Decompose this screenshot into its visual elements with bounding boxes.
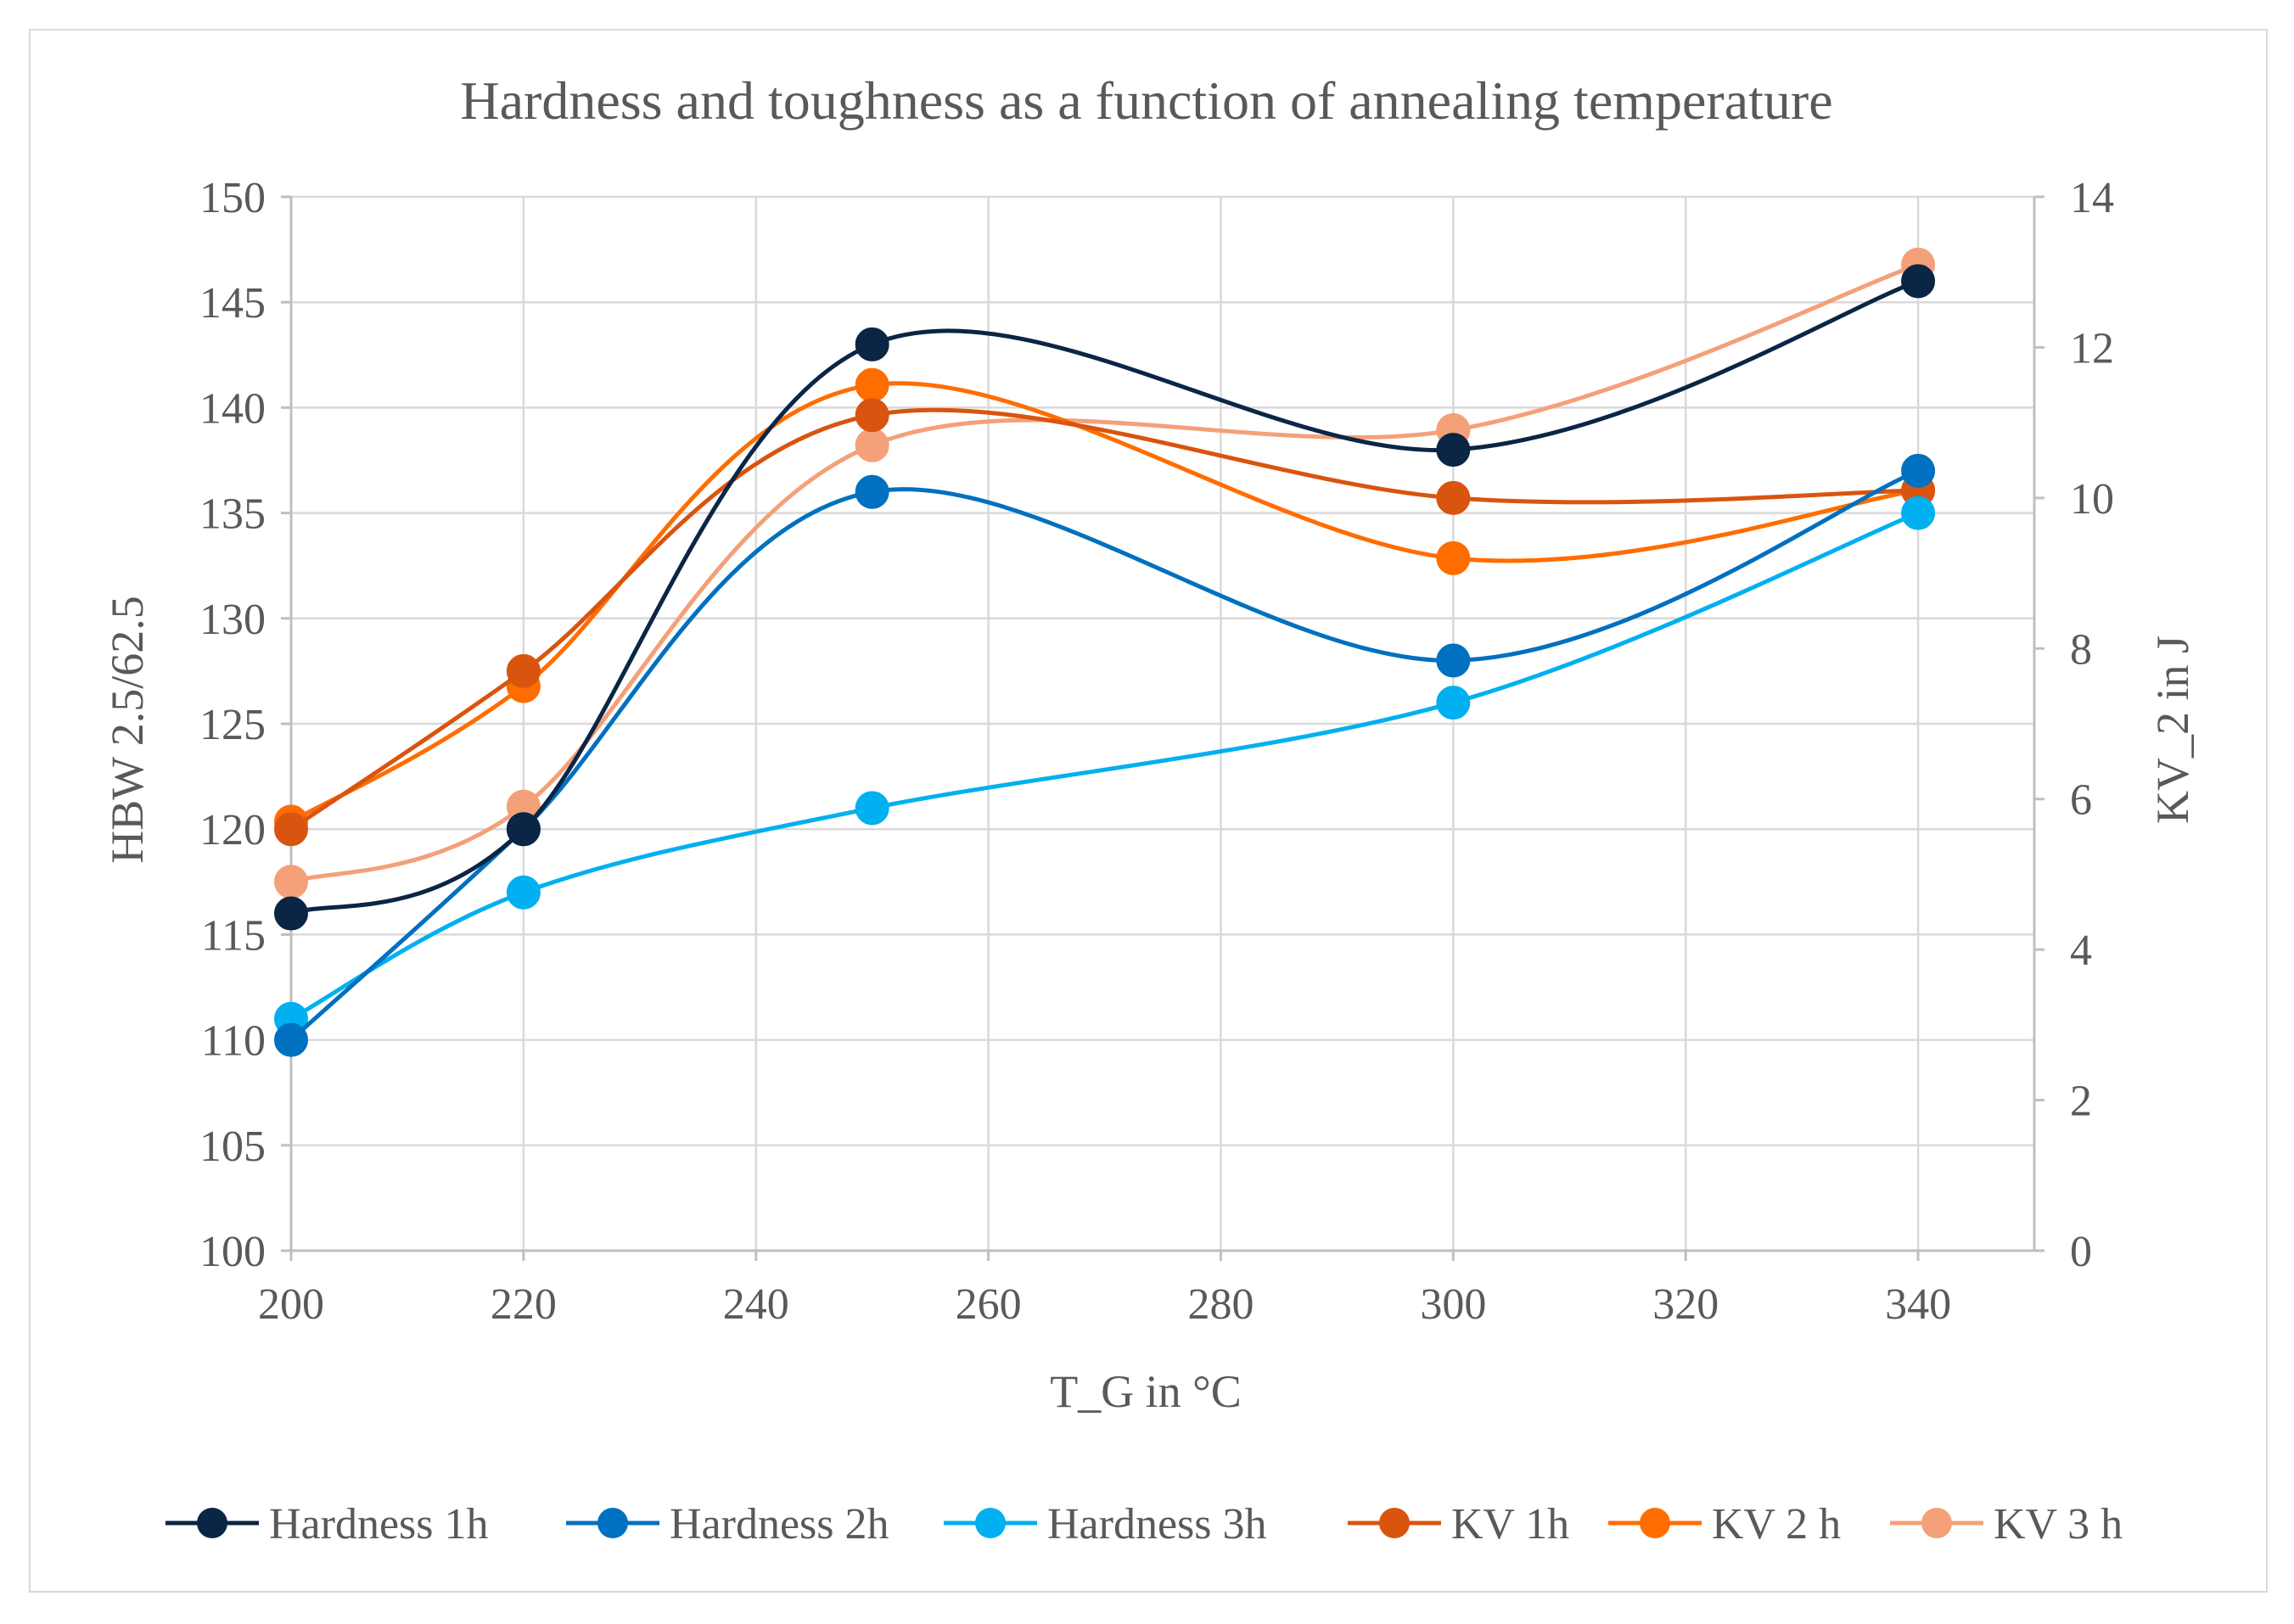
chart-title: Hardness and toughness as a function of … — [460, 70, 1832, 131]
x-tick-label: 320 — [1652, 1280, 1719, 1329]
legend-swatch-marker — [1379, 1508, 1410, 1538]
data-point-kv-3-h — [274, 865, 308, 899]
x-tick-label: 300 — [1420, 1280, 1486, 1329]
x-tick-label: 340 — [1885, 1280, 1951, 1329]
y-tick-label: 120 — [199, 806, 266, 854]
data-point-hardness-1h — [1901, 264, 1936, 299]
legend-item-kv-3-h: KV 3 h — [1890, 1500, 2123, 1548]
legend-label: Hardness 2h — [670, 1500, 889, 1548]
y2-tick-label: 4 — [2070, 927, 2092, 975]
data-point-kv-2-h — [855, 367, 889, 402]
data-point-hardness-3h — [1901, 496, 1936, 530]
x-tick-label: 280 — [1187, 1280, 1254, 1329]
data-point-hardness-1h — [1436, 433, 1471, 468]
legend: Hardness 1h Hardness 2h Hardness 3h KV 1h KV… — [165, 1500, 2123, 1548]
series-hardness-1h — [274, 264, 1936, 931]
data-point-kv-1h — [274, 812, 308, 847]
legend-swatch-marker — [1921, 1508, 1952, 1538]
y-tick-label: 125 — [199, 701, 266, 749]
data-point-hardness-3h — [855, 791, 889, 826]
y-tick-label: 130 — [199, 596, 266, 644]
data-point-hardness-1h — [506, 812, 541, 847]
x-tick-label: 240 — [723, 1280, 789, 1329]
data-point-kv-1h — [1436, 480, 1471, 515]
data-point-hardness-2h — [1436, 643, 1471, 678]
y2-tick-label: 0 — [2070, 1228, 2092, 1276]
y2-tick-label: 8 — [2070, 625, 2092, 674]
y-tick-label: 110 — [201, 1017, 266, 1066]
y2-tick-label: 6 — [2070, 776, 2092, 825]
legend-item-kv-2-h: KV 2 h — [1608, 1500, 1841, 1548]
series-line-hardness-3h — [289, 511, 1920, 1021]
data-point-hardness-2h — [274, 1022, 308, 1057]
x-tick-label: 220 — [491, 1280, 557, 1329]
legend-swatch-marker — [1640, 1508, 1670, 1538]
data-point-kv-2-h — [1436, 540, 1471, 575]
legend-label: KV 2 h — [1712, 1500, 1841, 1548]
data-point-hardness-1h — [855, 327, 889, 361]
data-point-hardness-1h — [274, 896, 308, 931]
x-axis-label: T_G in °C — [1050, 1366, 1242, 1417]
y-tick-label: 115 — [201, 911, 266, 960]
legend-item-hardness-1h: Hardness 1h — [165, 1500, 489, 1548]
series-line-kv-2-h — [289, 381, 1919, 824]
series-layer — [274, 247, 1936, 1057]
data-point-kv-1h — [506, 653, 541, 688]
y-tick-label: 140 — [199, 384, 266, 433]
data-point-hardness-3h — [1436, 686, 1471, 720]
y-tick-label: 105 — [199, 1123, 266, 1171]
x-tick-label: 200 — [258, 1280, 324, 1329]
legend-label: Hardness 1h — [269, 1500, 489, 1548]
y2-tick-label: 2 — [2070, 1078, 2092, 1126]
data-point-kv-3-h — [855, 428, 889, 462]
data-point-kv-1h — [855, 398, 889, 433]
y2-tick-label: 12 — [2070, 324, 2114, 372]
legend-label: KV 3 h — [1994, 1500, 2123, 1548]
y-axis-label: HBW 2.5/62.5 — [102, 596, 153, 864]
y-tick-label: 145 — [199, 279, 266, 328]
legend-item-hardness-3h: Hardness 3h — [944, 1500, 1267, 1548]
y-tick-label: 150 — [199, 174, 266, 222]
legend-label: KV 1h — [1451, 1500, 1569, 1548]
series-line-kv-3-h — [290, 262, 1919, 884]
legend-swatch-marker — [597, 1508, 628, 1538]
series-line-hardness-2h — [289, 468, 1920, 1042]
series-line-hardness-1h — [290, 279, 1919, 916]
y-tick-label: 135 — [199, 490, 266, 539]
legend-item-kv-1h: KV 1h — [1348, 1500, 1569, 1548]
y2-tick-label: 14 — [2070, 174, 2114, 222]
gridlines — [289, 195, 2036, 1252]
legend-label: Hardness 3h — [1047, 1500, 1267, 1548]
series-line-kv-1h — [289, 407, 1919, 832]
data-point-hardness-2h — [1901, 453, 1936, 488]
legend-item-hardness-2h: Hardness 2h — [566, 1500, 889, 1548]
y2-tick-label: 10 — [2070, 475, 2114, 524]
data-point-hardness-2h — [855, 474, 889, 509]
y2-axis-label: KV_2 in J — [2147, 636, 2198, 824]
legend-swatch-marker — [197, 1508, 227, 1538]
data-point-hardness-3h — [506, 875, 541, 910]
y-tick-label: 100 — [199, 1228, 266, 1276]
x-tick-label: 260 — [956, 1280, 1022, 1329]
legend-swatch-marker — [975, 1508, 1006, 1538]
